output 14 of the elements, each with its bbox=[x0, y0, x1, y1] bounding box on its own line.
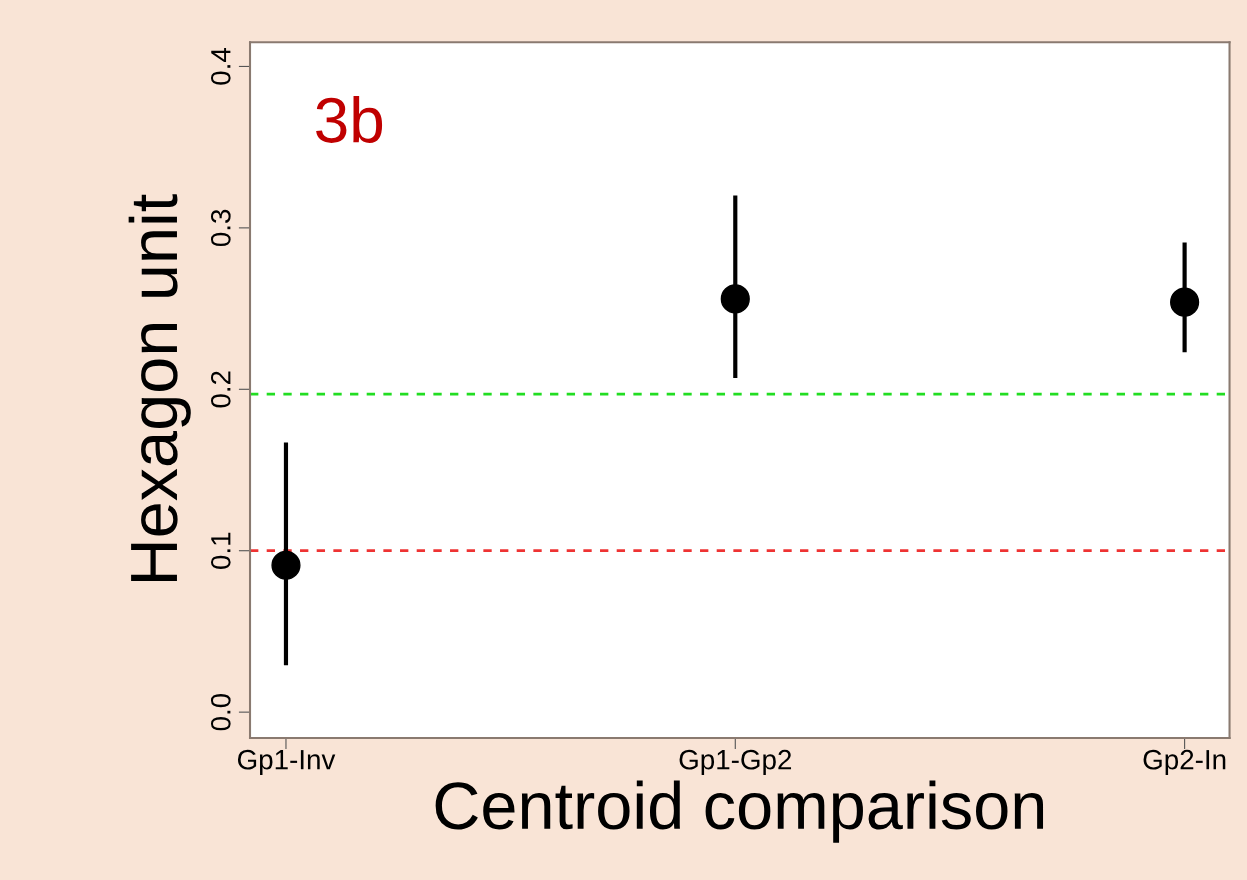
y-tick-label: 0.2 bbox=[210, 371, 231, 408]
point bbox=[271, 550, 301, 580]
point bbox=[720, 284, 750, 314]
x-axis-title: Centroid comparison bbox=[435, 780, 1044, 843]
point bbox=[1170, 287, 1200, 317]
y-tick-label: 0.0 bbox=[210, 693, 231, 731]
y-tick-label: 0.4 bbox=[210, 47, 231, 85]
y-axis-title: Hexagon unit bbox=[128, 194, 191, 582]
annotation: 3b bbox=[316, 95, 383, 143]
y-tick-label: 0.1 bbox=[210, 532, 231, 569]
x-tick-label: Gp1-Gp2 bbox=[679, 749, 792, 775]
x-tick-label: Gp1-Inv bbox=[237, 749, 336, 775]
x-tick-label: Gp2-In bbox=[1143, 749, 1226, 775]
y-tick-label: 0.3 bbox=[210, 209, 231, 247]
